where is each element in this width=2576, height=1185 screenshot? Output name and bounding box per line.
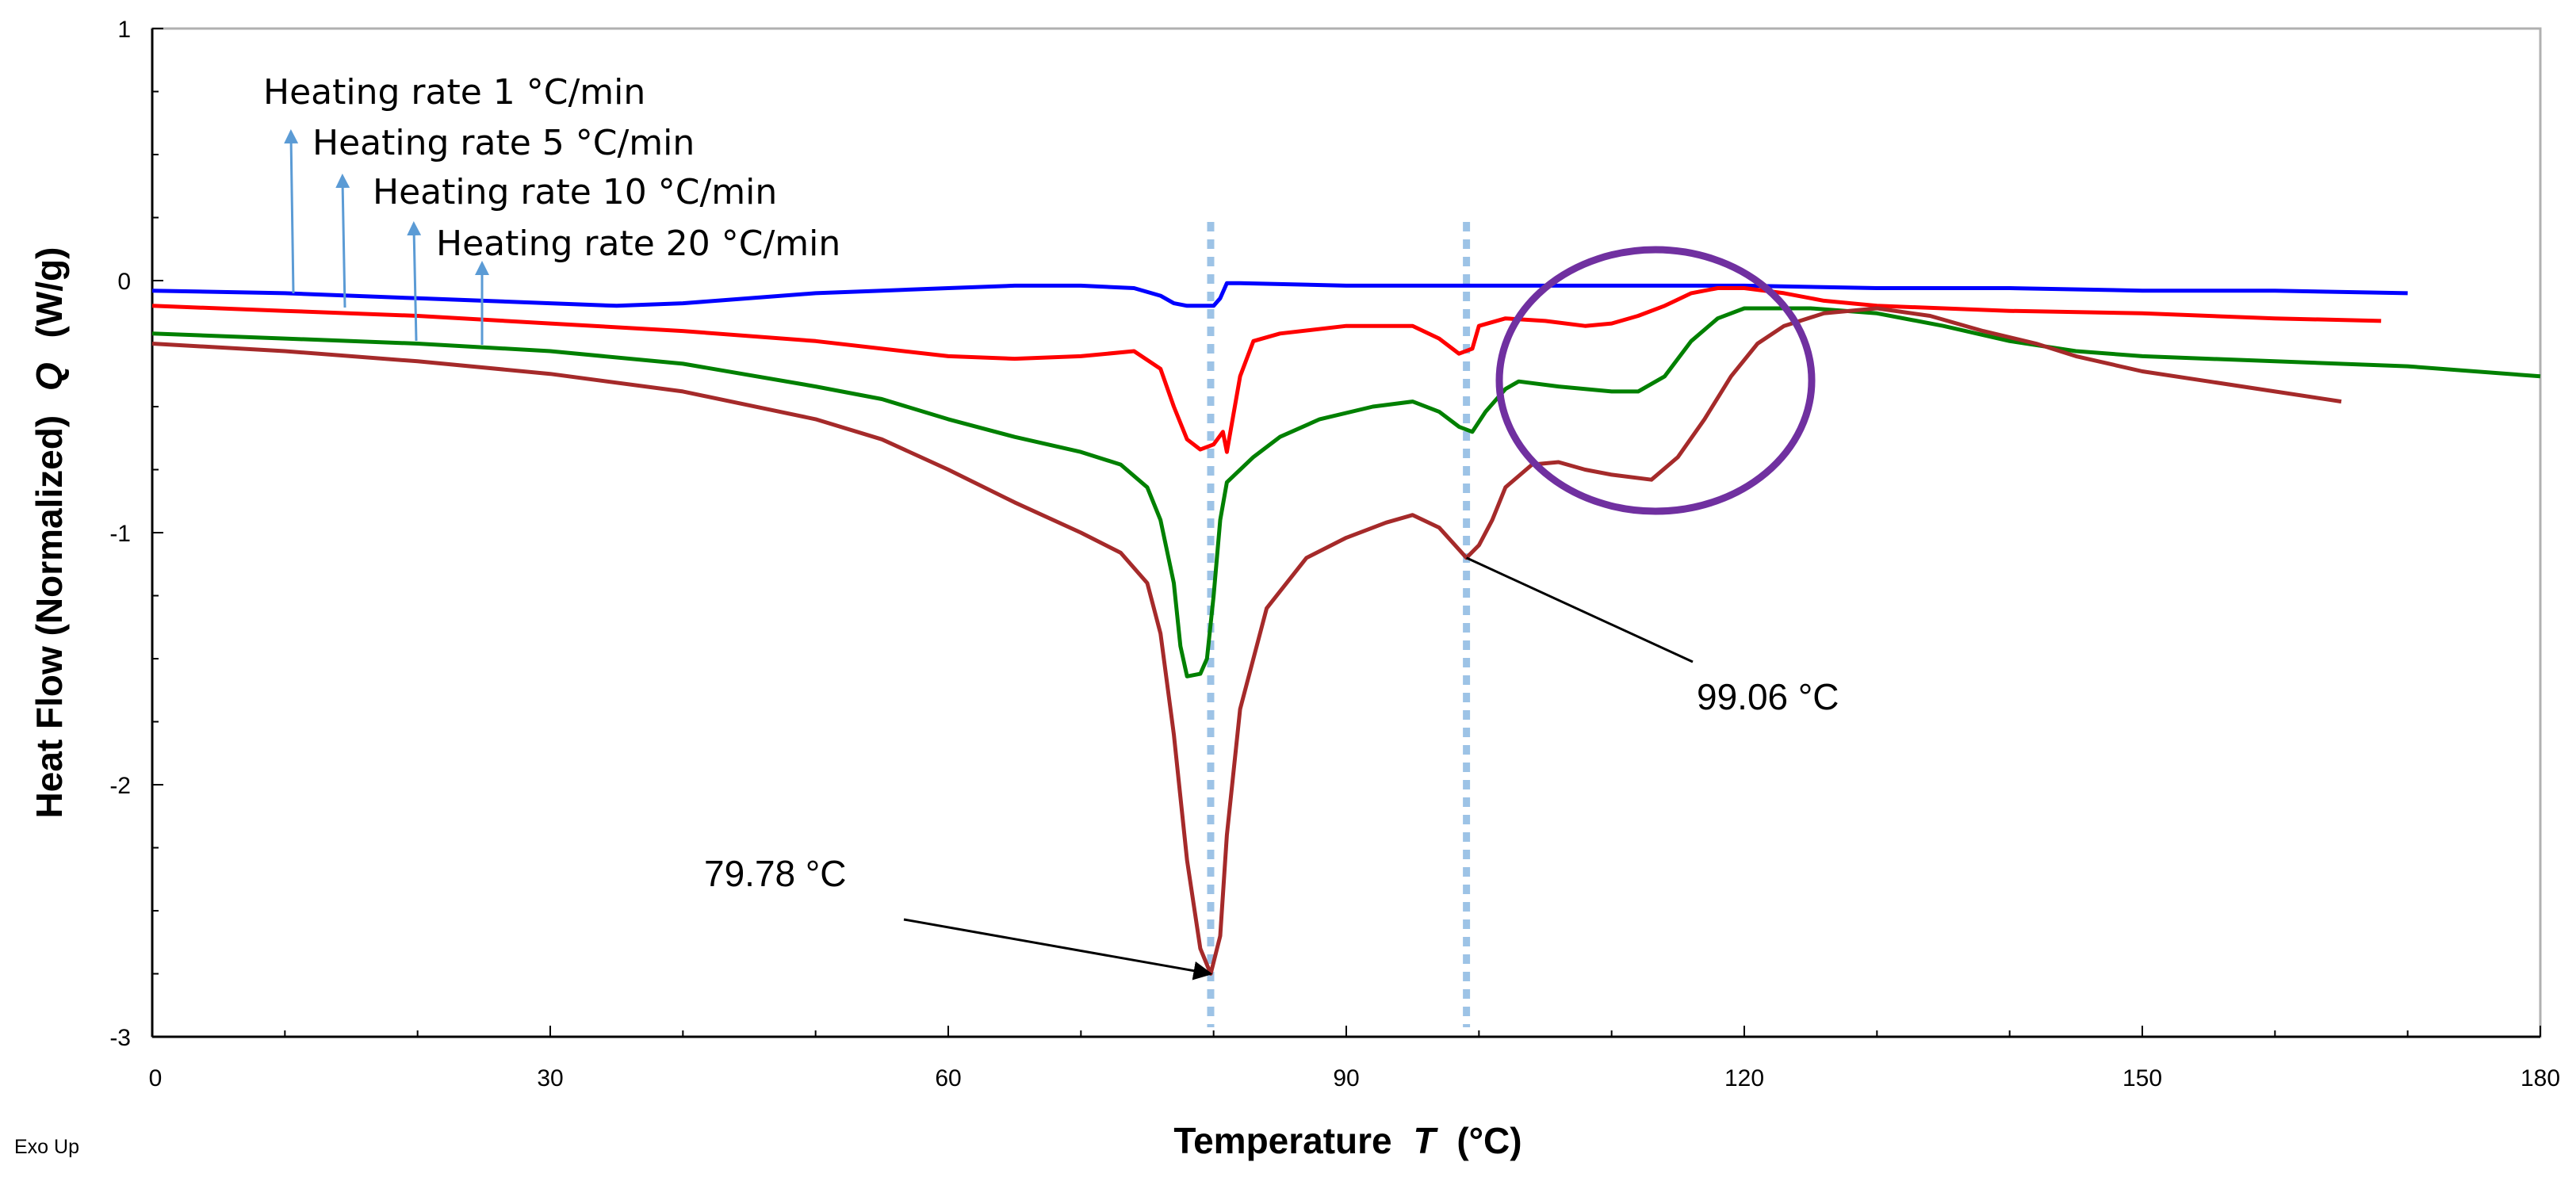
y-axis-title-symbol: Q (29, 362, 70, 391)
x-axis-title: Temperature T (°C) (1173, 1120, 1521, 1161)
x-axis-title-text: Temperature (1173, 1120, 1391, 1161)
y-tick-label: 1 (117, 17, 131, 43)
x-tick-label: 60 (935, 1065, 961, 1091)
exo-up-label: Exo Up (14, 1136, 79, 1158)
annotation-peak-1: 79.78 °C (704, 853, 1213, 980)
x-tick-label: 0 (149, 1065, 163, 1091)
axis-ticks (151, 28, 2541, 1038)
highlight-ellipse (1495, 246, 1816, 515)
y-tick-label: 0 (117, 269, 131, 295)
y-axis-title-unit: (W/g) (29, 247, 70, 338)
x-tick-label: 180 (2520, 1065, 2560, 1091)
legend-arrow-3 (407, 221, 422, 342)
x-tick-labels: 0 30 60 90 120 150 180 (149, 1065, 2560, 1091)
legend-entry-3: Heating rate 10 °C/min (373, 172, 777, 212)
series-line-2 (151, 286, 2382, 454)
annotation-peak-2: 99.06 °C (1465, 556, 1839, 717)
legend-entry-2: Heating rate 5 °C/min (312, 123, 695, 163)
plot-area (151, 27, 2542, 1038)
y-tick-label: -1 (109, 521, 131, 547)
x-axis-title-symbol: T (1413, 1120, 1438, 1161)
x-axis-title-unit: (°C) (1456, 1120, 1521, 1161)
legend: Heating rate 1 °C/min Heating rate 5 °C/… (263, 72, 840, 345)
annotation-label-1: 79.78 °C (704, 853, 847, 894)
legend-arrow-2 (335, 174, 350, 308)
x-tick-label: 120 (1724, 1065, 1764, 1091)
x-tick-label: 150 (2122, 1065, 2162, 1091)
y-axis-title-text: Heat Flow (Normalized) (29, 415, 70, 819)
legend-entry-1: Heating rate 1 °C/min (263, 72, 645, 113)
y-tick-label: -3 (109, 1025, 131, 1051)
annotation-arrow-1 (903, 918, 1213, 980)
x-tick-label: 90 (1333, 1065, 1359, 1091)
y-tick-labels: 1 0 -1 -2 -3 (109, 17, 131, 1051)
y-axis-title: Heat Flow (Normalized) Q (W/g) (29, 247, 70, 819)
series-line-4 (151, 306, 2342, 976)
y-tick-label: -2 (109, 773, 131, 799)
legend-entry-4: Heating rate 20 °C/min (436, 224, 840, 264)
x-tick-label: 30 (537, 1065, 563, 1091)
series-line-3 (151, 306, 2541, 679)
annotation-arrow-2 (1465, 556, 1694, 663)
annotation-label-2: 99.06 °C (1697, 676, 1839, 717)
legend-arrow-1 (284, 129, 299, 294)
